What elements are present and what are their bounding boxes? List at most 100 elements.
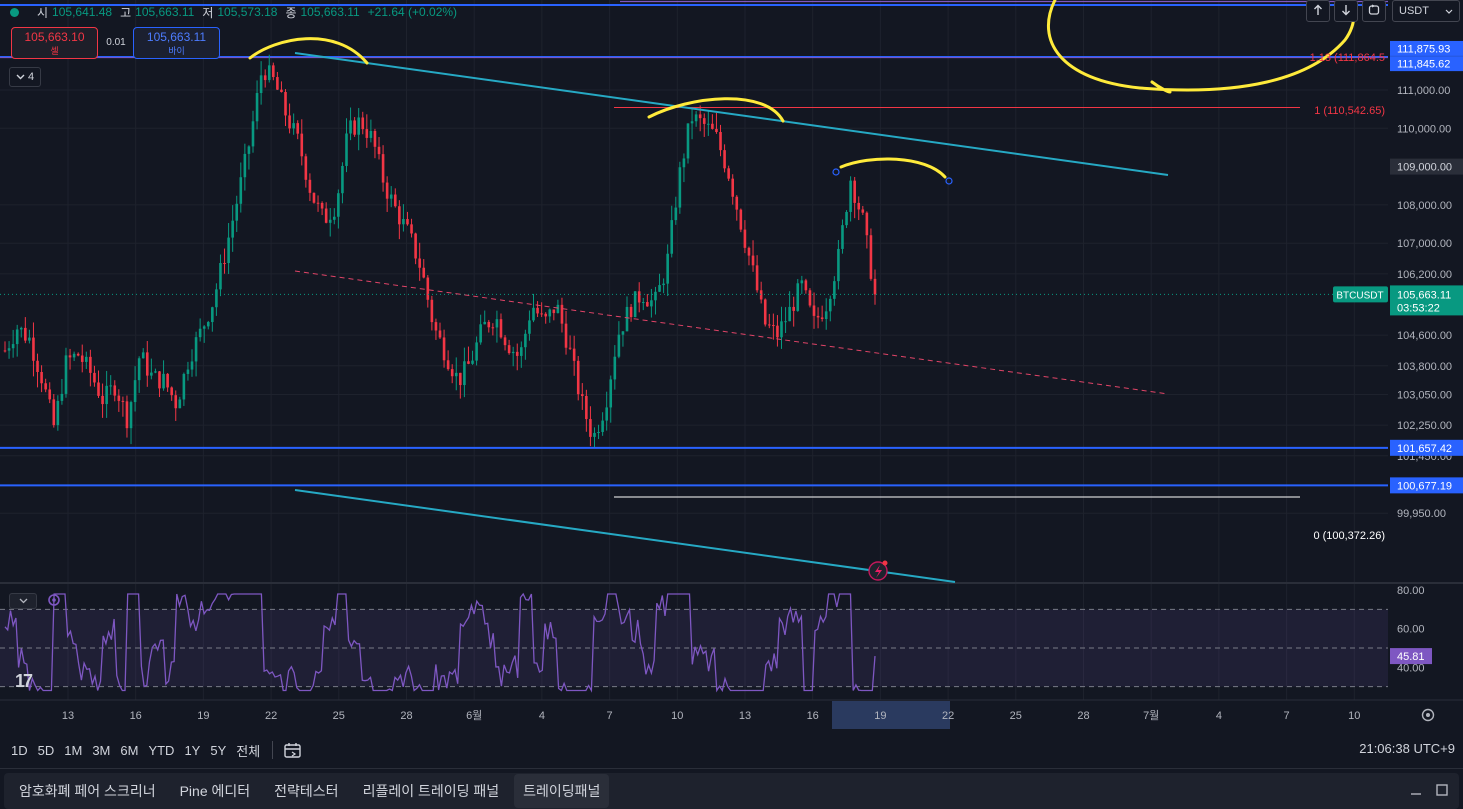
annotation-arc <box>839 157 947 179</box>
reset-chart-button[interactable] <box>1362 0 1386 22</box>
candle-body <box>621 331 625 335</box>
spread-value: 0.01 <box>106 37 126 48</box>
range-all[interactable]: 전체 <box>236 743 261 759</box>
candle-body <box>483 321 487 325</box>
candle-body <box>312 192 316 203</box>
price-axis-tick: 110,000.00 <box>1397 123 1451 135</box>
candle-body <box>154 371 157 373</box>
candle-body <box>654 291 657 301</box>
candle-body <box>109 385 113 387</box>
candle-body <box>658 285 661 292</box>
currency-select[interactable]: USDT <box>1392 0 1460 22</box>
collapse-indicators-button[interactable]: 4 <box>9 67 41 87</box>
utc-clock[interactable]: 21:06:38 UTC+9 <box>1359 741 1455 756</box>
time-axis-tick: 19 <box>874 710 886 722</box>
candle-body <box>670 220 674 254</box>
candle-body <box>345 133 348 166</box>
tab-crypto-screener[interactable]: 암호화폐 페어 스크리너 <box>19 783 156 799</box>
tab-strategy-tester[interactable]: 전략테스터 <box>274 783 339 799</box>
time-axis-tick: 7 <box>607 710 613 722</box>
scroll-up-button[interactable] <box>1306 0 1330 22</box>
candle-body <box>239 177 243 204</box>
price-axis-tick: 106,200.00 <box>1397 269 1452 281</box>
flash-icon <box>875 565 882 578</box>
candle-body <box>524 333 527 348</box>
candle-body <box>678 167 682 208</box>
candle-body <box>434 322 438 331</box>
candle-body <box>837 248 840 282</box>
buy-label: 바이 <box>168 46 185 56</box>
level-badge <box>1390 439 1463 456</box>
candle-body <box>418 258 421 268</box>
candle-body <box>597 431 600 433</box>
annotation-handle <box>832 168 840 176</box>
range-1m[interactable]: 1M <box>64 742 83 758</box>
minimize-icon[interactable] <box>1409 783 1423 800</box>
level-badge-label: 111,845.62 <box>1397 59 1450 71</box>
candle-body <box>442 337 446 361</box>
scroll-down-button[interactable] <box>1334 0 1358 22</box>
last-price-label: 105,663.11 <box>1397 289 1451 301</box>
candle-body <box>357 117 360 135</box>
candle-body <box>247 146 251 154</box>
candle-body <box>735 196 739 210</box>
range-5y[interactable]: 5Y <box>210 742 227 758</box>
candle-body <box>629 306 633 318</box>
chart-area[interactable]: 1.13 (111,864.5 1 (110,542.65) 0 (100,372.… <box>0 0 1463 740</box>
level-badge-label: 101,657.42 <box>1397 443 1452 455</box>
candle-body <box>824 311 828 320</box>
candle-body <box>129 402 133 429</box>
candle-body <box>772 325 775 327</box>
rsi-collapse-button[interactable] <box>9 593 37 609</box>
time-axis-tick: 25 <box>1010 710 1022 722</box>
candle-body <box>674 207 678 221</box>
gear-center <box>1426 713 1430 717</box>
candle-body <box>316 202 320 204</box>
low-value: 105,573.18 <box>217 5 278 19</box>
candle-body <box>150 372 153 376</box>
toolbar-divider <box>272 741 274 759</box>
maximize-icon[interactable] <box>1435 783 1449 800</box>
candle-body <box>515 351 519 356</box>
candle-body <box>288 115 291 129</box>
candle-body <box>263 75 267 81</box>
candle-body <box>556 304 560 314</box>
range-6m[interactable]: 6M <box>120 742 139 758</box>
time-axis-tick: 10 <box>1348 710 1360 722</box>
sell-button[interactable]: 105,663.10 셀 <box>11 27 98 59</box>
candle-body <box>454 372 458 377</box>
candle-body <box>158 371 161 389</box>
time-axis-tick: 16 <box>807 710 819 722</box>
date-range-icon[interactable] <box>283 741 303 759</box>
rsi-settings-button[interactable] <box>44 593 64 609</box>
tab-replay-trading[interactable]: 리플레이 트레이딩 패널 <box>362 783 500 799</box>
candle-body <box>235 203 239 221</box>
time-axis-tick: 28 <box>1077 710 1089 722</box>
candle-body <box>816 315 820 318</box>
candle-body <box>202 326 206 329</box>
chart-canvas[interactable]: 1.13 (111,864.5 1 (110,542.65) 0 (100,372.… <box>0 0 1463 740</box>
candle-body <box>601 420 604 432</box>
range-1d[interactable]: 1D <box>11 742 28 758</box>
range-5d[interactable]: 5D <box>37 742 55 758</box>
candle-body <box>650 300 653 307</box>
last-price-badge <box>1390 285 1463 316</box>
candle-body <box>613 356 617 380</box>
price-axis-tick: 107,000.00 <box>1397 238 1452 250</box>
range-ytd[interactable]: YTD <box>148 742 175 758</box>
candle-body <box>646 302 649 307</box>
candle-body <box>625 306 629 332</box>
candle-body <box>231 220 234 238</box>
range-1y[interactable]: 1Y <box>184 742 201 758</box>
candle-body <box>406 219 409 225</box>
rsi-value-badge <box>1390 648 1432 665</box>
buy-button[interactable]: 105,663.11 바이 <box>133 27 220 59</box>
tab-trading-panel[interactable]: 트레이딩패널 <box>514 774 610 808</box>
candle-body <box>552 309 556 314</box>
candle-body <box>812 305 816 316</box>
candle-body <box>637 291 641 303</box>
candle-body <box>300 133 304 157</box>
range-3m[interactable]: 3M <box>92 742 111 758</box>
tab-pine-editor[interactable]: Pine 에디터 <box>179 783 251 799</box>
candle-body <box>304 156 308 180</box>
